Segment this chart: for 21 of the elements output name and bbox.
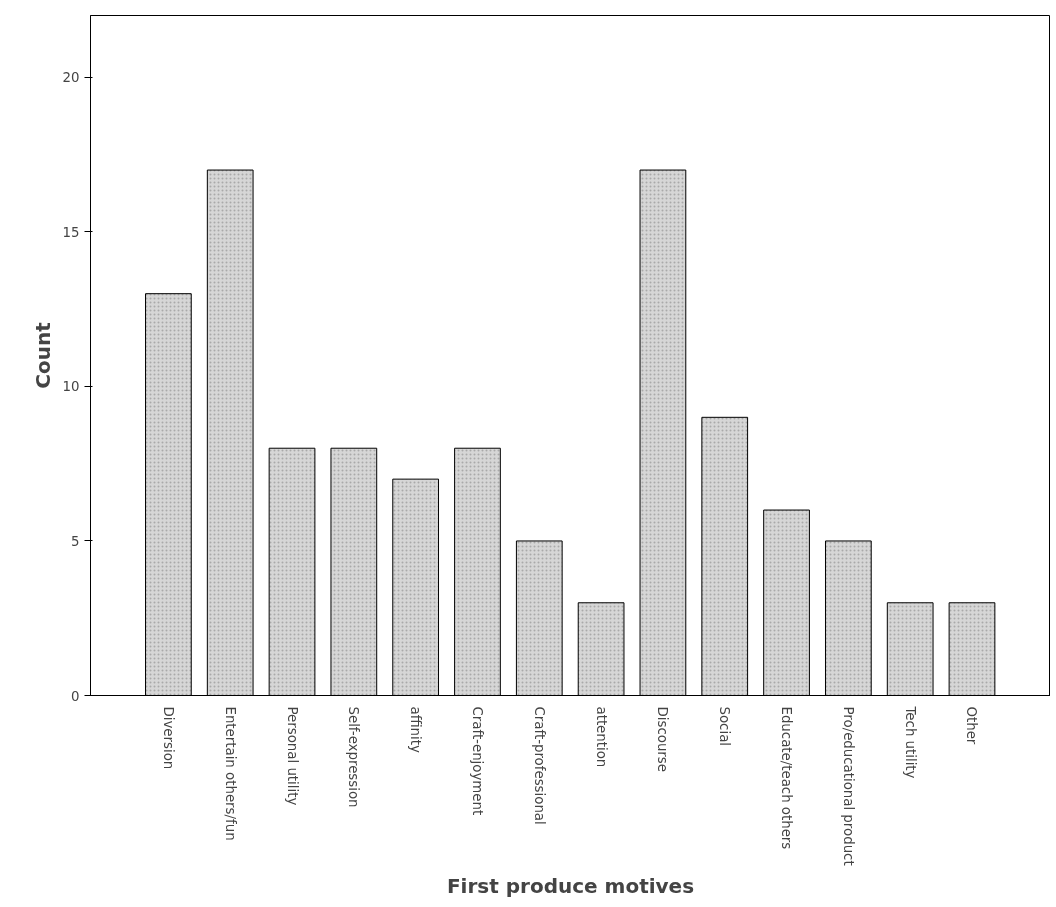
x-tick-label: Pro/educational product <box>840 706 856 866</box>
x-tick-label: Craft-professional <box>531 706 547 825</box>
x-tick-label: Craft-enjoyment <box>469 706 485 816</box>
x-tick-label: attention <box>593 706 609 768</box>
x-axis-title: First produce motives <box>446 873 695 898</box>
x-tick-label: Social <box>717 706 733 747</box>
y-tick-label: 5 <box>71 533 80 549</box>
y-tick-label: 20 <box>62 70 80 86</box>
x-tick-label: Diversion <box>160 706 176 770</box>
x-tick-label: Self-expression <box>346 706 362 808</box>
x-tick-label: affinity <box>408 706 424 753</box>
x-tick-label: Other <box>964 706 980 745</box>
x-tick-label: Discourse <box>655 706 671 772</box>
x-tick-label: Personal utility <box>284 706 300 806</box>
y-tick-label: 15 <box>62 224 80 240</box>
y-tick-label: 10 <box>62 379 80 395</box>
y-axis-title: Count <box>30 321 55 389</box>
x-tick-label: Entertain others/fun <box>222 706 238 841</box>
x-tick-label: Educate/teach others <box>779 706 795 850</box>
y-tick-label: 0 <box>71 688 80 704</box>
x-tick-label: Tech utility <box>902 705 918 779</box>
